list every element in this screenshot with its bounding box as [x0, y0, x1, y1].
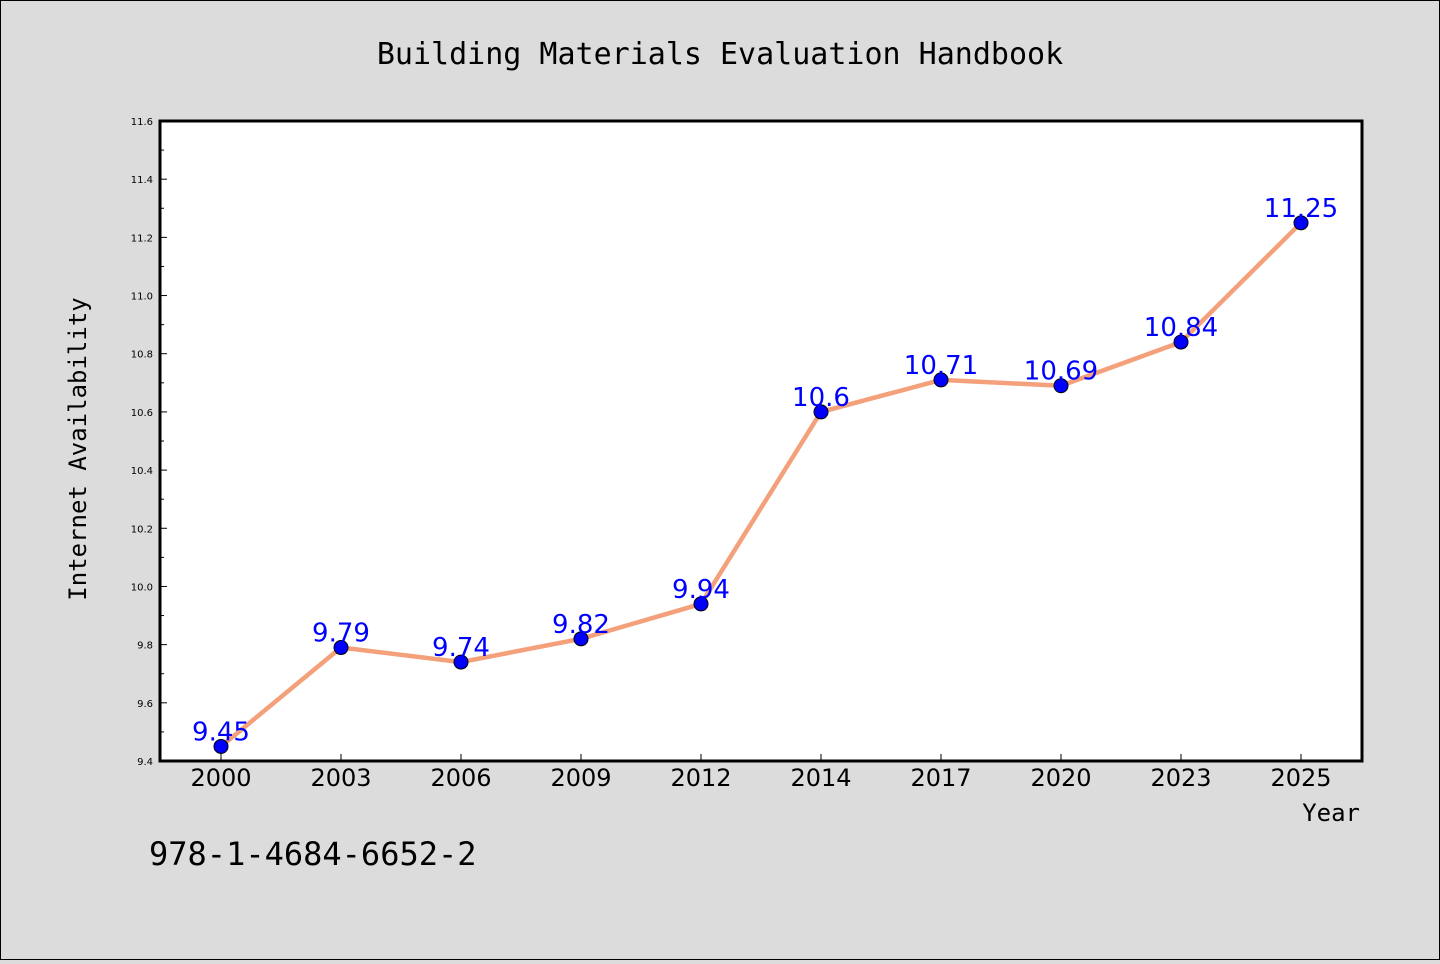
- data-point: [693, 596, 709, 612]
- y-tick-label: 9.4: [137, 757, 153, 768]
- x-tick-label: 2025: [1270, 764, 1331, 792]
- y-tick-label: 11.4: [131, 175, 153, 186]
- y-axis-ticks: 9.4 9.6 9.8 10.0 10.2 10.4 10.6 10.8 11.0 11.2 11.…: [131, 117, 167, 768]
- x-tick-label: 2000: [190, 764, 251, 792]
- y-tick-label: 10.6: [131, 408, 153, 419]
- data-point: [1173, 334, 1189, 350]
- data-label: 9.74: [432, 633, 490, 663]
- x-tick-label: 2003: [310, 764, 371, 792]
- data-label: 10.69: [1024, 357, 1098, 387]
- data-point: [573, 631, 589, 647]
- data-point: [933, 372, 949, 388]
- y-tick-label: 11.6: [131, 117, 153, 128]
- data-point: [453, 654, 469, 670]
- data-label: 10.6: [792, 383, 850, 413]
- data-point: [213, 738, 229, 754]
- x-tick-label: 2012: [670, 764, 731, 792]
- data-point: [1293, 215, 1309, 231]
- x-tick-label: 2017: [910, 764, 971, 792]
- data-label: 9.94: [672, 575, 730, 605]
- isbn-text: 978-1-4684-6652-2: [149, 835, 477, 873]
- data-labels: 9.45 9.79 9.74 9.82 9.94 10.6 10.71 10.69 10.84 1…: [192, 194, 1338, 748]
- data-label: 11.25: [1264, 194, 1338, 224]
- y-tick-label: 11.0: [131, 292, 153, 303]
- x-tick-label: 2020: [1030, 764, 1091, 792]
- data-label: 10.84: [1144, 313, 1218, 343]
- data-point: [813, 404, 829, 420]
- data-label: 9.79: [312, 619, 370, 649]
- x-axis-label: Year: [1302, 799, 1360, 827]
- x-axis-ticks: 2000 2003 2006 2009 2012 2014 2017 2020 2023 2025: [190, 754, 1332, 792]
- x-tick-label: 2006: [430, 764, 491, 792]
- x-tick-label: 2023: [1150, 764, 1211, 792]
- y-tick-label: 9.8: [137, 641, 153, 652]
- data-label: 9.82: [552, 610, 610, 640]
- y-axis-label: Internet Availability: [64, 297, 92, 600]
- plot-area: [158, 119, 1364, 763]
- data-label: 9.45: [192, 717, 250, 747]
- y-tick-label: 10.8: [131, 350, 153, 361]
- series-line: [219, 221, 1303, 749]
- y-tick-label: 10.2: [131, 524, 153, 535]
- y-tick-label: 10.4: [131, 466, 153, 477]
- chart-title: Building Materials Evaluation Handbook: [377, 37, 1063, 72]
- y-tick-label: 10.0: [131, 582, 153, 593]
- data-point: [1053, 378, 1069, 394]
- series-group: [213, 215, 1309, 754]
- data-label: 10.71: [904, 351, 978, 381]
- y-tick-label: 11.2: [131, 233, 153, 244]
- y-tick-label: 9.6: [137, 699, 153, 710]
- x-tick-label: 2009: [550, 764, 611, 792]
- data-point: [333, 640, 349, 656]
- x-tick-label: 2014: [790, 764, 851, 792]
